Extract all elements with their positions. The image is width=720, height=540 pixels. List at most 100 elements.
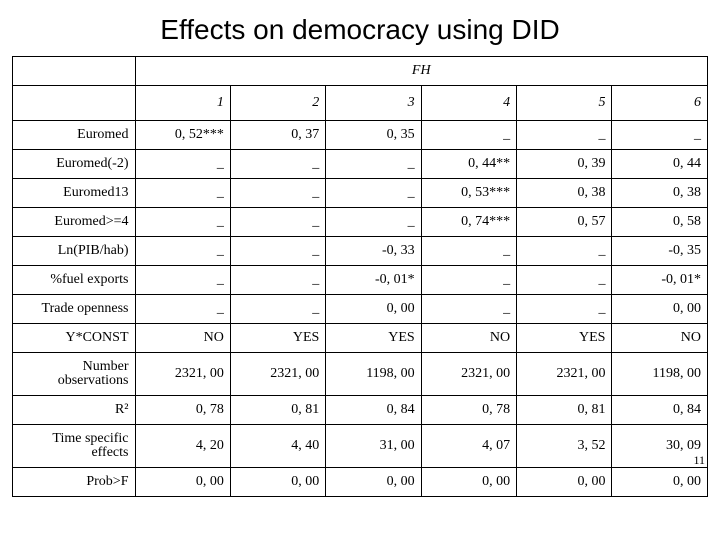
- table-row: Number observations2321, 002321, 001198,…: [13, 353, 708, 396]
- data-cell: _: [517, 121, 612, 150]
- data-cell: _: [135, 208, 230, 237]
- data-cell: -0, 01*: [612, 266, 708, 295]
- data-cell: 0, 00: [421, 468, 516, 497]
- page-title: Effects on democracy using DID: [12, 14, 708, 46]
- data-cell: _: [135, 150, 230, 179]
- data-cell: _: [421, 266, 516, 295]
- data-cell: -0, 35: [612, 237, 708, 266]
- table-row: Euromed0, 52***0, 370, 35___: [13, 121, 708, 150]
- row-label: Euromed13: [13, 179, 136, 208]
- col-header: 1: [135, 86, 230, 121]
- data-cell: 0, 52***: [135, 121, 230, 150]
- table-row: Euromed13___0, 53***0, 380, 38: [13, 179, 708, 208]
- table-body: FH123456Euromed0, 52***0, 370, 35___Euro…: [13, 57, 708, 497]
- data-cell: 0, 84: [326, 396, 421, 425]
- data-cell: 1198, 00: [326, 353, 421, 396]
- data-cell: _: [230, 208, 325, 237]
- data-cell: 0, 37: [230, 121, 325, 150]
- data-cell: _: [517, 295, 612, 324]
- row-label: Ln(PIB/hab): [13, 237, 136, 266]
- data-cell: 4, 07: [421, 425, 516, 468]
- data-cell: 0, 58: [612, 208, 708, 237]
- data-cell: _: [230, 295, 325, 324]
- data-cell: _: [326, 150, 421, 179]
- table-row: Ln(PIB/hab)__-0, 33__-0, 35: [13, 237, 708, 266]
- data-cell: 0, 84: [612, 396, 708, 425]
- table-row: Euromed(-2)___0, 44**0, 390, 44: [13, 150, 708, 179]
- data-cell: _: [421, 121, 516, 150]
- corner-cell: [13, 86, 136, 121]
- data-cell: _: [230, 179, 325, 208]
- data-cell: 0, 44: [612, 150, 708, 179]
- row-label: Time specific effects: [13, 425, 136, 468]
- data-cell: _: [517, 237, 612, 266]
- data-cell: _: [326, 179, 421, 208]
- data-cell: 0, 00: [517, 468, 612, 497]
- data-cell: _: [612, 121, 708, 150]
- data-cell: 1198, 00: [612, 353, 708, 396]
- col-header: 6: [612, 86, 708, 121]
- row-label: Trade openness: [13, 295, 136, 324]
- corner-cell: [13, 57, 136, 86]
- data-cell: 2321, 00: [421, 353, 516, 396]
- row-label: Euromed: [13, 121, 136, 150]
- data-cell: 0, 81: [230, 396, 325, 425]
- data-cell: NO: [612, 324, 708, 353]
- data-cell: _: [135, 295, 230, 324]
- data-cell: 0, 38: [612, 179, 708, 208]
- data-cell: _: [230, 237, 325, 266]
- table-colnum-row: 123456: [13, 86, 708, 121]
- data-cell: _: [135, 266, 230, 295]
- data-cell: 4, 20: [135, 425, 230, 468]
- col-header: 3: [326, 86, 421, 121]
- table-row: Trade openness__0, 00__0, 00: [13, 295, 708, 324]
- data-cell: NO: [421, 324, 516, 353]
- data-cell: 2321, 00: [517, 353, 612, 396]
- data-cell: 0, 00: [612, 468, 708, 497]
- data-cell: 0, 78: [421, 396, 516, 425]
- data-cell: _: [135, 237, 230, 266]
- data-cell: 30, 0911: [612, 425, 708, 468]
- col-header: 2: [230, 86, 325, 121]
- row-label: Euromed(-2): [13, 150, 136, 179]
- data-cell: 3, 52: [517, 425, 612, 468]
- data-cell: _: [230, 150, 325, 179]
- data-cell: 2321, 00: [135, 353, 230, 396]
- col-header: 4: [421, 86, 516, 121]
- data-cell: YES: [230, 324, 325, 353]
- data-cell: 0, 81: [517, 396, 612, 425]
- table-header-row: FH: [13, 57, 708, 86]
- table-row: Time specific effects4, 204, 4031, 004, …: [13, 425, 708, 468]
- data-cell: YES: [517, 324, 612, 353]
- row-label: Euromed>=4: [13, 208, 136, 237]
- data-cell: 0, 35: [326, 121, 421, 150]
- data-cell: 0, 00: [230, 468, 325, 497]
- row-label: Prob>F: [13, 468, 136, 497]
- spanner-header: FH: [135, 57, 708, 86]
- data-cell: _: [230, 266, 325, 295]
- data-cell: 31, 00: [326, 425, 421, 468]
- data-cell: _: [135, 179, 230, 208]
- data-cell: YES: [326, 324, 421, 353]
- data-cell: -0, 01*: [326, 266, 421, 295]
- col-header: 5: [517, 86, 612, 121]
- row-label: %fuel exports: [13, 266, 136, 295]
- row-label: R²: [13, 396, 136, 425]
- data-cell: 0, 39: [517, 150, 612, 179]
- data-cell: 0, 00: [135, 468, 230, 497]
- slide: Effects on democracy using DID FH123456E…: [0, 0, 720, 540]
- table-row: Euromed>=4___0, 74***0, 570, 58: [13, 208, 708, 237]
- table-row: Y*CONSTNOYESYESNOYESNO: [13, 324, 708, 353]
- data-cell: 2321, 00: [230, 353, 325, 396]
- data-cell: _: [517, 266, 612, 295]
- data-cell: _: [421, 237, 516, 266]
- data-cell: 0, 00: [326, 295, 421, 324]
- data-cell: 4, 40: [230, 425, 325, 468]
- data-cell: NO: [135, 324, 230, 353]
- row-label: Y*CONST: [13, 324, 136, 353]
- data-cell: 0, 78: [135, 396, 230, 425]
- data-cell: _: [421, 295, 516, 324]
- data-cell-value: 30, 09: [666, 438, 701, 453]
- table-row: R²0, 780, 810, 840, 780, 810, 84: [13, 396, 708, 425]
- row-label: Number observations: [13, 353, 136, 396]
